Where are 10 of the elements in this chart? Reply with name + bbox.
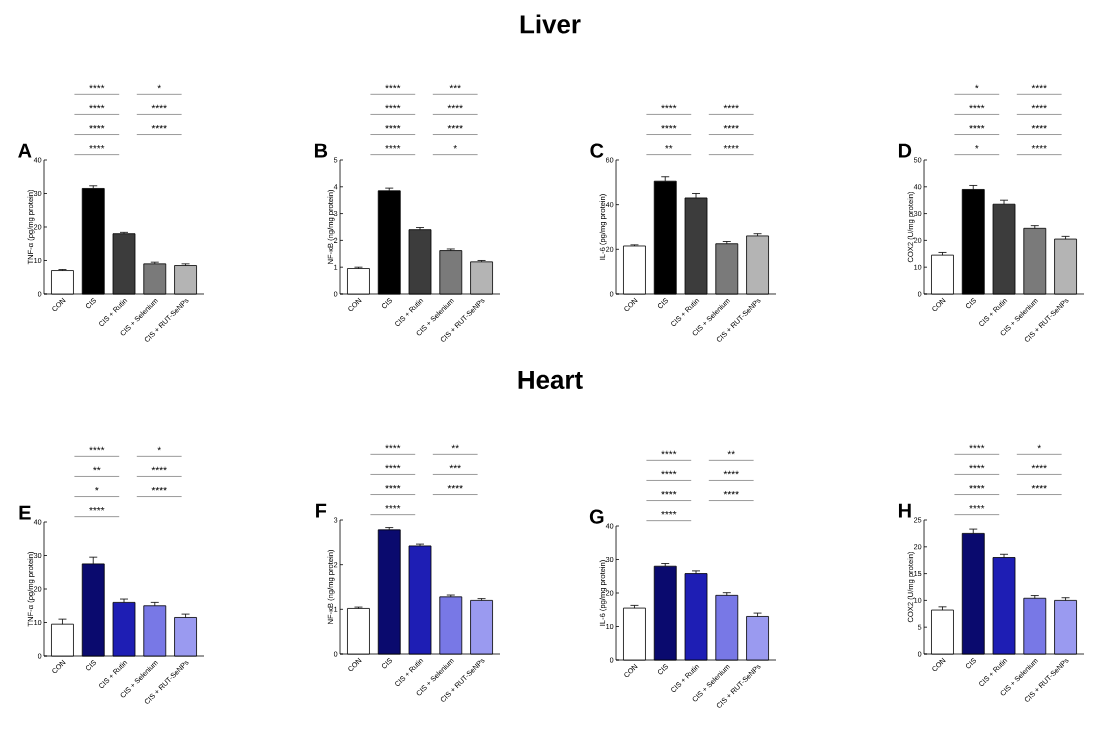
- chart-title: H: [898, 503, 911, 518]
- chart-title: F: [316, 503, 327, 518]
- text: Heart: [518, 370, 583, 390]
- chart-title: G: [589, 509, 604, 524]
- chart-title: A: [18, 143, 32, 158]
- chart-title: B: [314, 143, 328, 158]
- chart-title: D: [898, 143, 912, 158]
- chart-title: C: [590, 143, 604, 158]
- chart-title: E: [19, 505, 31, 520]
- text: Liver: [520, 14, 581, 34]
